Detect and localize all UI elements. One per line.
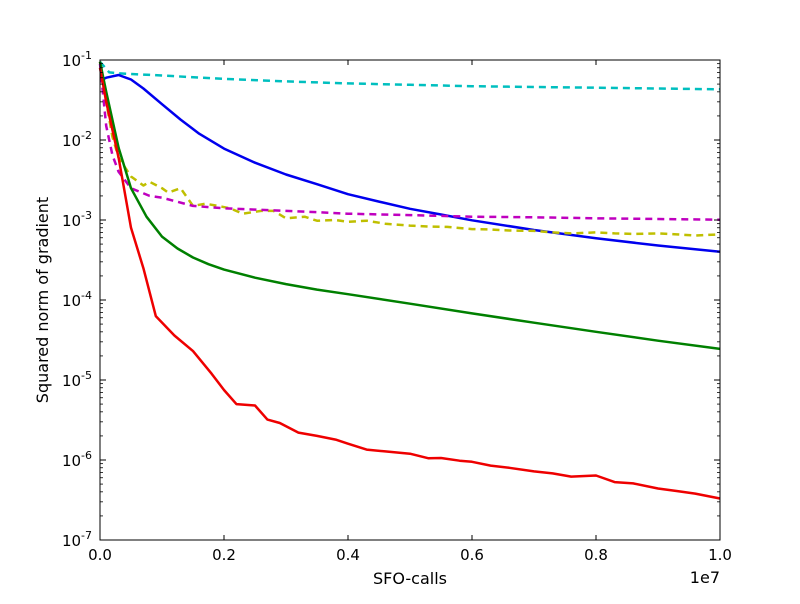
x-tick-label: 0.8	[584, 546, 608, 564]
x-tick-label: 0.2	[212, 546, 236, 564]
x-tick-label: 0.6	[460, 546, 484, 564]
x-axis: 0.0 0.2 0.4 0.6 0.8 1.0	[88, 60, 732, 564]
y-tick-label: 10-4	[62, 289, 92, 310]
x-tick-label: 0.0	[88, 546, 112, 564]
y-tick-label: 10-1	[62, 49, 92, 70]
x-tick-label: 0.4	[336, 546, 360, 564]
series-line-6	[98, 67, 721, 500]
y-tick-label: 10-6	[62, 449, 92, 470]
series-line-2	[99, 73, 721, 254]
y-axis-label: Squared norm of gradient	[33, 197, 52, 403]
y-tick-label: 10-5	[62, 369, 92, 390]
x-axis-label: SFO-calls	[373, 569, 447, 588]
series-line-5	[98, 61, 721, 351]
series-layer	[98, 60, 721, 500]
y-tick-label: 10-3	[62, 209, 92, 230]
y-tick-label: 10-7	[62, 529, 92, 550]
series-line-1	[99, 60, 721, 91]
x-tick-label: 1.0	[708, 546, 732, 564]
y-axis: 10-7 10-6 10-5 10-4 10-3 10-2 10-1	[62, 49, 720, 550]
y-tick-label: 10-2	[62, 129, 92, 150]
series-line-3	[98, 61, 721, 237]
series-line-4	[98, 63, 721, 221]
x-axis-multiplier: 1e7	[690, 568, 720, 587]
